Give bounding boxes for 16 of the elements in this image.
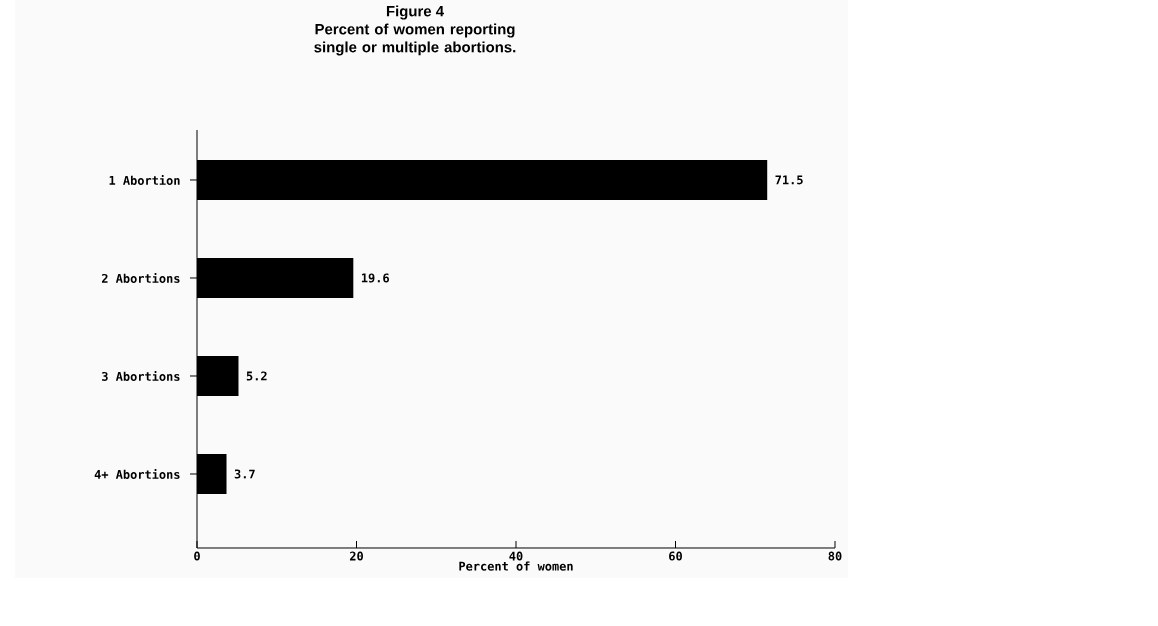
data-label: 71.5 bbox=[775, 175, 803, 185]
x-axis-title: Percent of women bbox=[459, 561, 573, 571]
x-tick-label: 80 bbox=[828, 551, 842, 561]
data-label: 19.6 bbox=[361, 273, 389, 283]
y-tick-label: 3 Abortions bbox=[102, 371, 180, 381]
x-tick-label: 20 bbox=[349, 551, 363, 561]
chart-title: Figure 4 bbox=[386, 5, 444, 20]
x-tick-label: 40 bbox=[509, 551, 523, 561]
x-tick-label: 0 bbox=[194, 551, 200, 561]
y-tick-label: 2 Abortions bbox=[101, 273, 180, 283]
data-label: 5.2 bbox=[246, 371, 267, 381]
y-tick-label: 4+ Abortions bbox=[94, 469, 180, 479]
x-tick-label: 60 bbox=[669, 551, 682, 561]
data-label: 3.7 bbox=[234, 469, 255, 479]
y-tick-label: 1 Abortion bbox=[109, 175, 180, 185]
chart-subtitle: Percent of women reporting single or multiple abortions. bbox=[314, 23, 516, 56]
